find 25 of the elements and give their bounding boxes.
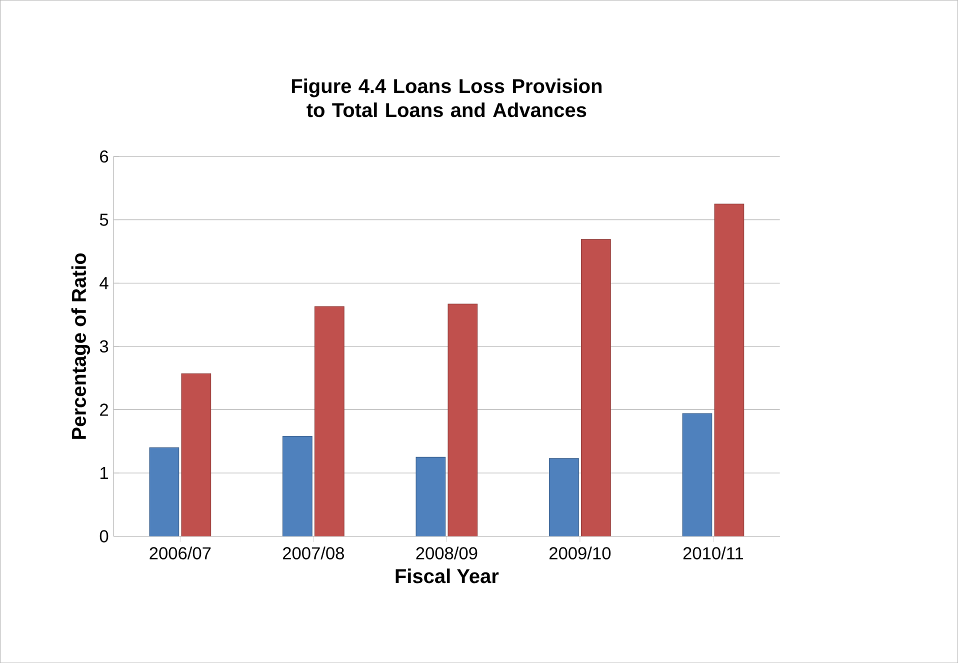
bar xyxy=(682,413,712,536)
y-tick-label: 0 xyxy=(100,530,108,542)
x-axis-title: Fiscal Year xyxy=(396,568,499,584)
x-tick-label: 2007/08 xyxy=(283,546,344,560)
y-tick-label: 3 xyxy=(100,340,108,352)
x-tick-label: 2009/10 xyxy=(550,546,611,560)
bar xyxy=(181,373,212,536)
bar xyxy=(149,447,180,536)
bar xyxy=(282,436,312,536)
bar xyxy=(314,306,344,536)
bar xyxy=(549,458,579,536)
y-axis-title: Percentage of Ratio xyxy=(71,253,90,439)
x-tick-label: 2006/07 xyxy=(150,546,211,560)
bar xyxy=(416,456,446,536)
bar xyxy=(581,239,611,536)
y-tick-label: 5 xyxy=(100,214,108,226)
y-tick-label: 2 xyxy=(100,404,108,416)
x-tick-label: 2008/09 xyxy=(416,546,478,560)
bar xyxy=(448,304,478,536)
chart-title: Figure 4.4 Loans Loss Provision to Total Loans and Advances xyxy=(292,78,602,118)
x-tick-label: 2010/11 xyxy=(683,546,744,560)
y-tick-label: 4 xyxy=(100,277,108,289)
bar xyxy=(714,204,744,536)
y-tick-label: 6 xyxy=(100,150,108,163)
y-tick-label: 1 xyxy=(100,466,108,479)
